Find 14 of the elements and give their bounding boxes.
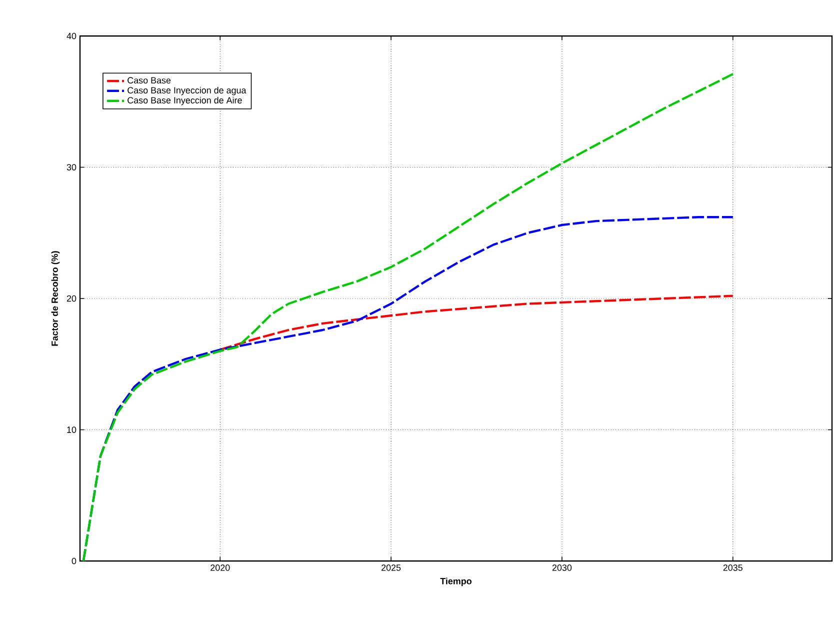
x-tick-label: 2025 <box>382 564 401 571</box>
y-tick-label: 10 <box>67 426 76 433</box>
legend-label: Caso Base Inyeccion de Aire <box>128 96 242 106</box>
y-tick-label: 30 <box>66 164 76 170</box>
x-tick-label: 2030 <box>552 564 572 571</box>
legend-label: Caso Base Inyeccion de agua <box>128 86 246 96</box>
x-tick-label: 2020 <box>210 564 230 571</box>
x-tick-label: 2035 <box>723 564 742 571</box>
x-axis-title: Tiempo <box>440 578 472 586</box>
y-axis-title: Factor de Recobro (%) <box>51 251 60 346</box>
legend-label: Caso Base <box>128 77 171 84</box>
y-tick-label: 20 <box>66 295 76 302</box>
y-tick-label: 40 <box>66 32 76 40</box>
y-tick-label: 0 <box>72 558 76 564</box>
